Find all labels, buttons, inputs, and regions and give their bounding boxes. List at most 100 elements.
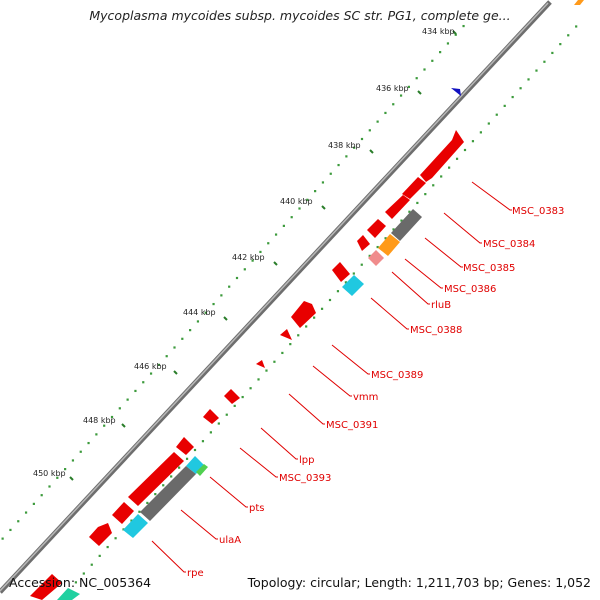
gc-dot [376,120,379,123]
leader-line [312,365,352,397]
gene-feature [203,409,219,424]
gc-dot [321,181,325,184]
gc-dot [559,43,562,46]
gene-feature [280,329,292,340]
gc-dot [376,245,379,249]
gene-feature [112,502,134,524]
leader-line [209,476,248,508]
gc-dot [479,131,482,134]
label-leaders [151,181,512,573]
scale-tick [273,261,278,266]
gc-dot [165,355,168,358]
gc-dot [314,190,317,193]
gc-dot [282,224,285,227]
gc-dot [64,468,67,471]
pink-feature [368,250,384,266]
gene-feature [224,389,240,404]
scale-tick [173,370,178,375]
gc-dot [535,69,538,72]
gc-dot [265,369,268,372]
gc-dot [329,172,332,175]
gc-dot [82,572,85,575]
gc-dot [527,78,530,81]
gene-feature [357,235,370,251]
gc-dot [337,163,340,167]
gc-dot [352,272,355,275]
gc-dot [336,290,340,293]
scale-label: 442 kbp [232,253,265,262]
gc-dot [201,440,205,443]
gc-dot [212,302,215,306]
gc-dot [328,298,332,302]
gc-dot [181,337,184,340]
gc-dot [274,233,278,236]
gc-dot [431,59,434,62]
gc-dot [399,94,403,97]
scale-tick [223,316,228,321]
gc-dot [368,129,371,132]
orange-feature-top [574,0,584,5]
gc-dot [511,95,514,99]
gc-dot [313,316,316,319]
gc-dot [209,431,212,434]
gc-dot [353,146,356,149]
scale-tick [121,423,126,428]
gc-dot [360,263,363,266]
gc-dot [454,33,457,36]
gc-dot [551,51,554,55]
gc-dot [407,85,410,88]
gc-dot [173,346,176,349]
leader-line [443,212,482,244]
gc-dot [432,184,435,187]
gc-dot [320,307,324,310]
inner-features [57,209,422,600]
gene-feature [332,262,350,282]
gene-feature [128,452,184,506]
accession-text: Accession: NC_005364 [9,575,152,590]
gc-dot [400,219,403,222]
gc-dot [273,360,276,363]
gc-dot [204,311,207,314]
map-title: Mycoplasma mycoides subsp. mycoides SC s… [89,8,511,23]
gc-dot [1,537,4,540]
gc-dot [154,493,157,496]
gc-dot [243,268,246,271]
gene-label: MSC_0391 [326,420,378,431]
gc-dot [74,581,77,584]
gc-dot [98,554,101,557]
gc-dot [344,281,347,284]
gc-dot [297,334,300,337]
gene-feature [176,437,194,455]
gene-labels: MSC_0383 MSC_0384 MSC_0385 MSC_0386 rluB… [187,206,564,579]
gc-dot [90,563,93,566]
gc-dot [408,210,411,213]
gc-dot [439,51,442,54]
gc-dot [241,395,244,399]
leader-line [239,447,278,478]
genome-backbone [0,0,552,594]
gc-dot [543,60,546,63]
gc-dot [134,389,137,393]
gc-dot [217,422,220,425]
gc-dot [424,193,427,196]
scale-label: 450 kbp [33,469,66,478]
gc-dot [392,228,395,231]
gc-dot [225,413,228,416]
gc-dot [220,294,223,297]
grey-feature [391,209,422,241]
gc-dot [228,285,231,288]
gc-dot [126,398,129,401]
gc-dot [448,166,451,169]
gc-dot [368,254,371,257]
leader-line [404,258,443,289]
gc-dot [9,528,12,532]
gc-dot [575,25,578,28]
gc-dot [235,276,239,280]
gc-dot [306,198,309,201]
scale-label: 438 kbp [328,141,361,150]
grey-feature [140,466,196,521]
gene-label: MSC_0384 [483,239,535,250]
scale-tick [452,30,457,35]
gc-dot [71,459,75,462]
